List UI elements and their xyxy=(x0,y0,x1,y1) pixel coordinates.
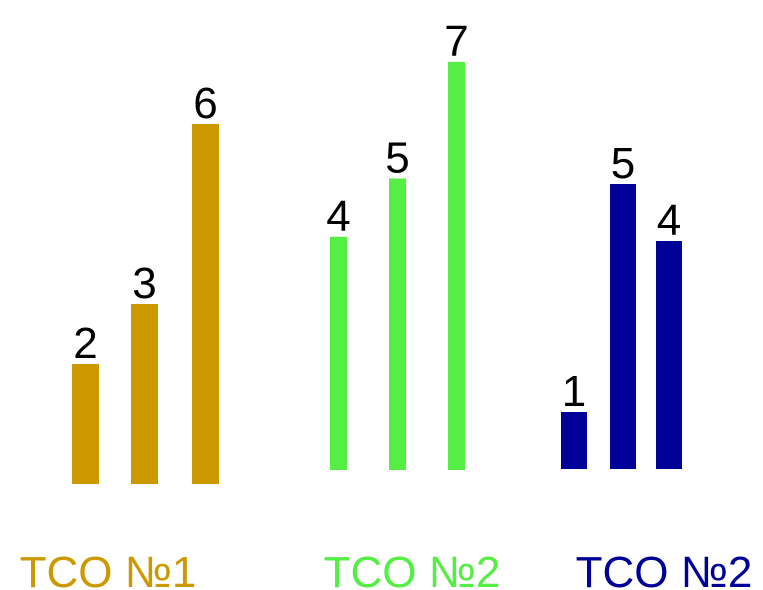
value-label-group-3-item-3: 4 xyxy=(657,196,681,245)
bar-group-3-item-1 xyxy=(561,412,587,469)
group-label-2: TCO №2 xyxy=(324,548,501,590)
bars-layer xyxy=(72,61,682,484)
bar-group-2-item-3 xyxy=(448,61,465,471)
bar-group-1-item-1 xyxy=(72,364,99,484)
value-label-group-1-item-3: 6 xyxy=(193,79,217,128)
group-label-3: TCO №2 xyxy=(576,548,753,590)
bar-group-3-item-3 xyxy=(656,241,682,469)
bar-group-1-item-2 xyxy=(131,304,158,484)
value-label-group-1-item-2: 3 xyxy=(132,259,156,308)
value-label-group-3-item-1: 1 xyxy=(562,367,586,416)
value-label-group-2-item-2: 5 xyxy=(385,134,409,183)
value-label-group-3-item-2: 5 xyxy=(611,139,635,188)
value-label-group-1-item-1: 2 xyxy=(73,319,97,368)
bar-group-3-item-2 xyxy=(610,184,636,469)
bar-group-2-item-2 xyxy=(389,178,406,470)
group-labels-layer: TCO №1 TCO №2 TCO №2 xyxy=(20,548,753,590)
value-label-group-2-item-1: 4 xyxy=(326,192,350,241)
group-label-1: TCO №1 xyxy=(20,548,197,590)
bar-group-2-item-1 xyxy=(330,236,347,470)
value-label-group-2-item-3: 7 xyxy=(444,17,468,66)
bar-group-1-item-3 xyxy=(192,124,219,484)
